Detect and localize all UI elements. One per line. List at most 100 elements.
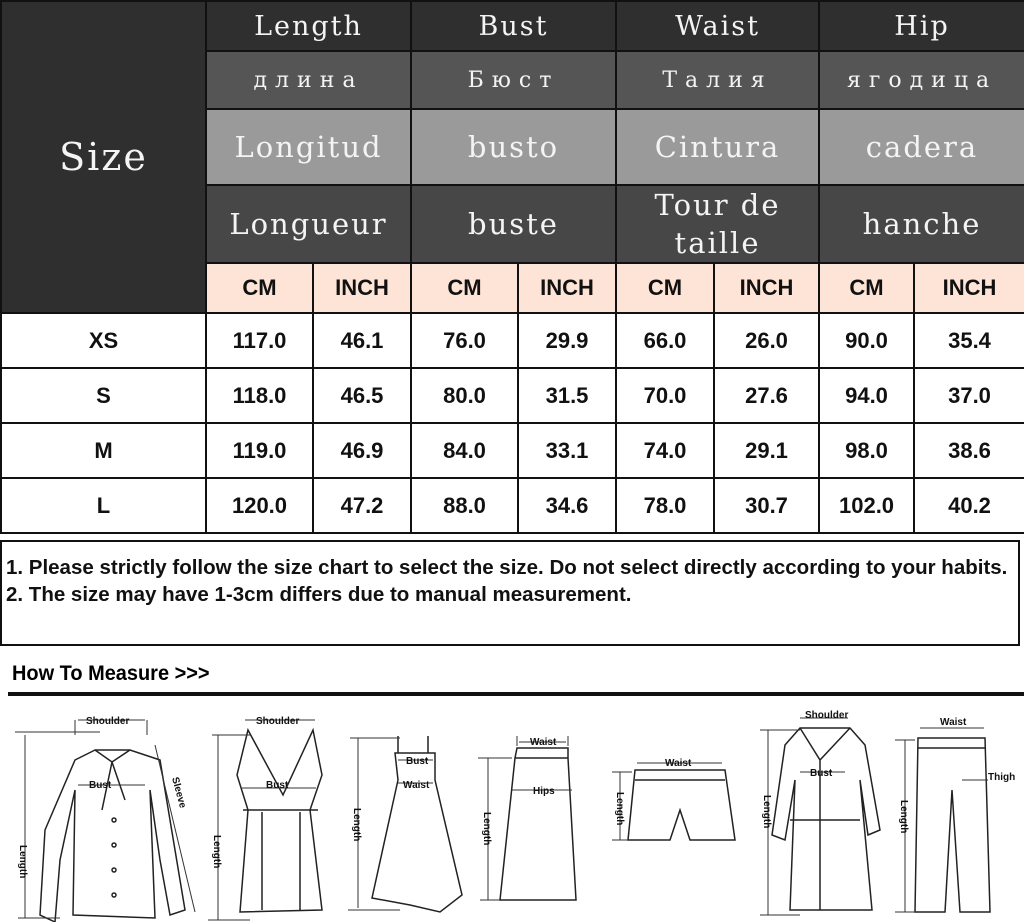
dress-waist-label: Waist [403,780,430,791]
value-cell: 26.0 [713,312,821,369]
header-hip-en: Hip [818,0,1024,52]
value-cell: 102.0 [818,477,916,534]
coat-icon: Shoulder Bust Length [760,710,881,916]
value-cell: 35.4 [913,312,1024,369]
value-cell: 118.0 [205,367,314,424]
value-cell: 46.1 [311,312,413,369]
table-row: XS 117.0 46.1 76.0 29.9 66.0 26.0 90.0 35.4 [0,312,1024,369]
shirt-sleeve-label: Sleeve [169,776,188,810]
value-cell: 80.0 [410,367,520,424]
value-cell: 29.9 [517,312,618,369]
value-cell: 29.1 [713,422,821,479]
skirt-icon: Waist Hips Length [478,736,577,901]
header-bust-en: Bust [410,0,618,52]
dress-icon: Bust Waist Length [348,736,463,913]
header-bust-fr: buste [410,184,618,264]
value-cell: 38.6 [913,422,1024,479]
shirt-icon: Shoulder Bust Length Sleeve [15,716,196,922]
unit-header: INCH [311,262,413,314]
coat-shoulder-label: Shoulder [805,710,848,721]
tank-bust-label: Bust [266,780,289,791]
pants-length-label: Length [898,800,909,833]
coat-bust-label: Bust [810,768,833,779]
dress-bust-label: Bust [406,756,429,767]
value-cell: 94.0 [818,367,916,424]
shirt-bust-label: Bust [89,780,112,791]
value-cell: 33.1 [517,422,618,479]
skirt-waist-label: Waist [530,737,557,748]
value-cell: 90.0 [818,312,916,369]
notes: 1. Please strictly follow the size chart… [0,540,1020,646]
size-cell: S [0,367,207,424]
tank-shoulder-label: Shoulder [256,716,299,727]
header-length-es: Longitud [204,108,413,186]
note-1: 1. Please strictly follow the size chart… [6,556,1008,579]
tank-top-icon: Shoulder Bust Length [208,716,323,921]
value-cell: 84.0 [410,422,520,479]
header-length-ru: длина [204,50,413,110]
table-row: S 118.0 46.5 80.0 31.5 70.0 27.6 94.0 37.0 [0,367,1024,424]
unit-header: CM [205,262,314,314]
value-cell: 117.0 [205,312,314,369]
size-cell: L [0,477,207,534]
tank-length-label: Length [211,835,222,868]
pants-waist-label: Waist [940,717,967,728]
value-cell: 46.9 [311,422,413,479]
header-waist-fr: Tour de taille [615,184,821,264]
shorts-icon: Waist Length [612,758,736,841]
unit-header: INCH [913,262,1024,314]
value-cell: 88.0 [410,477,520,534]
header-length-fr: Longueur [204,184,413,264]
shirt-length-label: Length [17,845,28,878]
unit-header: INCH [713,262,821,314]
unit-header: CM [818,262,916,314]
unit-header: CM [410,262,520,314]
size-cell: XS [0,312,207,369]
header-length-en: Length [204,0,413,52]
value-cell: 46.5 [311,367,413,424]
unit-row: CM INCH CM INCH CM INCH CM INCH [1,262,1024,314]
value-cell: 76.0 [410,312,520,369]
shorts-length-label: Length [614,792,625,825]
unit-header: INCH [517,262,618,314]
value-cell: 31.5 [517,367,618,424]
table-row: M 119.0 46.9 84.0 33.1 74.0 29.1 98.0 38.6 [0,422,1024,479]
dress-length-label: Length [351,808,362,841]
value-cell: 70.0 [615,367,716,424]
value-cell: 78.0 [615,477,716,534]
header-hip-es: cadera [818,108,1024,186]
value-cell: 120.0 [205,477,314,534]
unit-header: CM [615,262,716,314]
value-cell: 30.7 [713,477,821,534]
skirt-hips-label: Hips [533,786,555,797]
pants-thigh-label: Thigh [988,772,1015,783]
shirt-shoulder-label: Shoulder [86,716,129,727]
value-cell: 119.0 [205,422,314,479]
shorts-waist-label: Waist [665,758,692,769]
value-cell: 66.0 [615,312,716,369]
header-bust-ru: Бюст [410,50,618,110]
how-to-measure-title: How To Measure >>> [12,662,210,685]
header-waist-ru: Талия [615,50,821,110]
value-cell: 98.0 [818,422,916,479]
header-hip-fr: hanche [818,184,1024,264]
size-cell: M [0,422,207,479]
coat-length-label: Length [761,795,772,828]
note-2: 2. The size may have 1-3cm differs due t… [6,583,632,606]
value-cell: 47.2 [311,477,413,534]
measure-illustrations: Shoulder Bust Length Sleeve Shoulder Bus… [15,710,1015,922]
pants-icon: Waist Thigh Length [895,717,1015,913]
header-bust-es: busto [410,108,618,186]
header-hip-ru: ягодица [818,50,1024,110]
value-cell: 34.6 [517,477,618,534]
table-row: L 120.0 47.2 88.0 34.6 78.0 30.7 102.0 40.2 [0,477,1024,534]
size-chart-table: Size Length Bust Waist Hip длина Бюст Та… [0,0,1024,534]
value-cell: 74.0 [615,422,716,479]
header-waist-es: Cintura [615,108,821,186]
value-cell: 37.0 [913,367,1024,424]
divider [8,692,1024,696]
size-header: Size [0,0,207,314]
skirt-length-label: Length [481,812,492,845]
value-cell: 27.6 [713,367,821,424]
header-waist-en: Waist [615,0,821,52]
